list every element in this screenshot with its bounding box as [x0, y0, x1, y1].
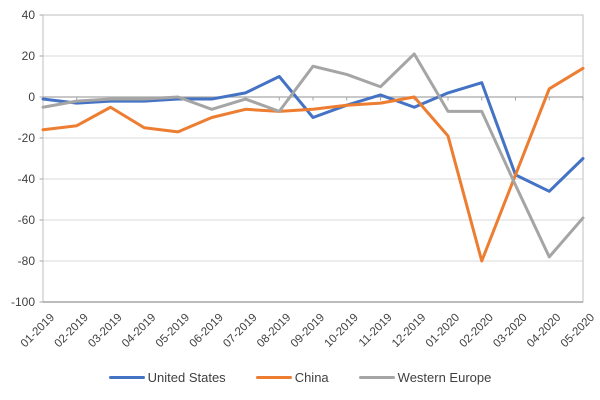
x-axis-label: 06-2019	[188, 312, 226, 350]
x-axis-label: 11-2019	[357, 312, 395, 350]
x-axis-label: 05-2020	[559, 312, 597, 350]
chart-legend: United States China Western Europe	[0, 370, 600, 385]
legend-label: Western Europe	[397, 370, 492, 385]
x-axis-label: 08-2019	[255, 312, 293, 350]
legend-label: China	[294, 370, 329, 385]
y-axis-label: 20	[22, 49, 36, 63]
y-axis-label: -20	[18, 131, 36, 145]
x-axis-label: 10-2019	[323, 312, 361, 350]
legend-item-china: China	[255, 370, 329, 385]
x-axis-label: 01-2019	[19, 312, 57, 350]
legend-swatch-china	[255, 376, 292, 379]
series-line-western-europe	[41, 52, 585, 259]
legend-label: United States	[147, 370, 226, 385]
x-axis-label: 04-2019	[120, 312, 158, 350]
series-line-united-states	[41, 75, 585, 193]
x-axis-label: 09-2019	[289, 312, 327, 350]
series-line-china	[41, 66, 585, 263]
x-axis-label: 02-2020	[458, 312, 496, 350]
y-axis-label: 0	[28, 90, 35, 104]
x-axis-label: 02-2019	[53, 312, 91, 350]
x-axis-label: 03-2020	[491, 312, 529, 350]
x-axis-label: 07-2019	[221, 312, 259, 350]
x-axis-label: 03-2019	[86, 312, 124, 350]
y-axis-label: -60	[18, 213, 36, 227]
y-axis-label: -100	[11, 295, 35, 309]
y-axis-label: -40	[18, 172, 36, 186]
legend-swatch-united-states	[108, 376, 145, 379]
y-axis-label: -80	[18, 254, 36, 268]
legend-item-united-states: United States	[108, 370, 226, 385]
y-axis-label: 40	[22, 8, 36, 22]
x-axis-label: 01-2020	[424, 312, 462, 350]
legend-item-western-europe: Western Europe	[358, 370, 492, 385]
x-axis-label: 04-2020	[525, 312, 563, 350]
x-axis-label: 05-2019	[154, 312, 192, 350]
legend-swatch-western-europe	[358, 376, 395, 379]
x-axis-label: 12-2019	[390, 312, 428, 350]
